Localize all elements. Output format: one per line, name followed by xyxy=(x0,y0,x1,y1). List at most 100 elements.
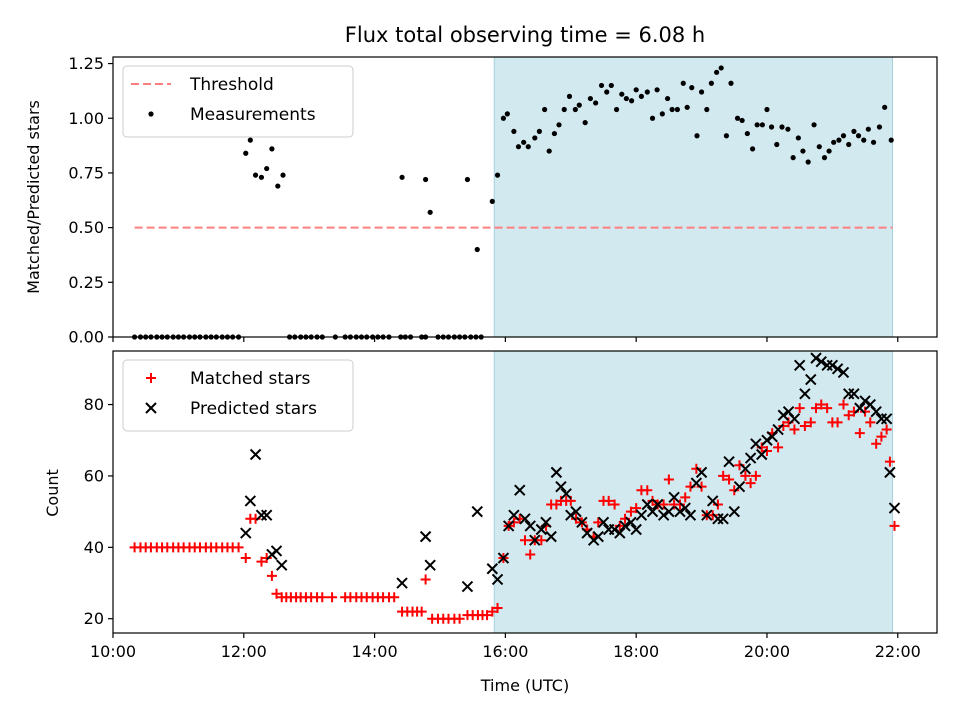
data-point xyxy=(608,82,614,89)
data-point xyxy=(275,183,281,189)
data-point xyxy=(728,505,740,518)
data-point xyxy=(838,399,849,410)
data-point xyxy=(327,592,338,603)
data-point xyxy=(761,445,772,456)
data-point xyxy=(592,530,604,543)
data-point xyxy=(744,452,757,464)
data-point xyxy=(502,520,515,532)
data-point xyxy=(514,484,526,496)
data-point xyxy=(317,592,328,603)
data-point xyxy=(811,403,822,414)
data-point xyxy=(882,104,888,110)
data-point xyxy=(608,523,621,536)
x-tick-label: 12:00 xyxy=(221,642,267,661)
data-point xyxy=(258,174,265,180)
data-point xyxy=(644,89,650,95)
data-point xyxy=(420,574,431,585)
data-point xyxy=(707,510,718,521)
data-point xyxy=(777,409,790,421)
data-point xyxy=(810,352,822,364)
data-point xyxy=(764,106,770,113)
data-point xyxy=(529,534,541,546)
data-point xyxy=(860,406,871,417)
data-point xyxy=(494,172,501,178)
data-point xyxy=(424,559,436,571)
data-point xyxy=(619,520,631,532)
data-point xyxy=(790,155,796,161)
data-point xyxy=(561,106,567,113)
data-point xyxy=(657,509,670,521)
data-point xyxy=(729,485,740,496)
data-point xyxy=(855,133,862,139)
x-tick-label: 14:00 xyxy=(352,642,398,661)
data-point xyxy=(822,403,833,414)
data-point xyxy=(701,509,713,521)
data-point xyxy=(270,545,283,557)
data-point xyxy=(489,198,495,204)
data-point xyxy=(664,95,671,102)
data-point xyxy=(545,530,557,543)
data-point xyxy=(508,517,519,528)
data-point xyxy=(714,69,720,75)
data-point xyxy=(861,137,867,143)
data-point xyxy=(717,513,729,525)
data-point xyxy=(739,117,745,124)
data-point xyxy=(875,413,888,425)
axes-frame xyxy=(112,56,938,338)
data-point xyxy=(524,520,536,532)
data-point xyxy=(876,124,883,130)
data-point xyxy=(679,502,691,514)
bottom-y-axis-label: Count xyxy=(43,469,62,517)
data-point xyxy=(638,93,645,99)
x-axis-label: Time (UTC) xyxy=(480,676,569,695)
data-point xyxy=(826,148,832,154)
data-point xyxy=(491,573,504,586)
data-point xyxy=(587,95,593,102)
data-point xyxy=(754,122,760,128)
data-point xyxy=(723,455,735,468)
data-point xyxy=(768,124,775,130)
data-point xyxy=(876,431,887,442)
data-point xyxy=(696,481,707,492)
data-point xyxy=(260,509,273,521)
data-point xyxy=(609,499,620,510)
data-point xyxy=(482,610,493,621)
data-point xyxy=(708,80,714,86)
data-point xyxy=(597,516,610,529)
data-point xyxy=(555,480,567,493)
data-point xyxy=(712,513,724,525)
data-point xyxy=(750,438,762,450)
data-point xyxy=(805,159,811,165)
data-point xyxy=(532,135,538,141)
data-point xyxy=(271,588,282,599)
data-point xyxy=(706,495,719,507)
data-point xyxy=(816,144,822,150)
x-tick-label: 16:00 xyxy=(482,642,528,661)
data-point xyxy=(633,87,639,93)
data-point xyxy=(628,98,635,104)
data-point xyxy=(542,106,548,113)
data-point xyxy=(740,470,751,481)
data-point xyxy=(795,135,801,141)
data-point xyxy=(551,130,558,137)
data-point xyxy=(793,359,806,371)
legend-label: Measurements xyxy=(190,105,316,125)
data-point xyxy=(800,148,806,154)
observing-window-band xyxy=(493,56,894,338)
data-point xyxy=(684,509,697,521)
data-point xyxy=(576,516,588,529)
data-point xyxy=(684,104,690,110)
data-point xyxy=(582,120,588,126)
data-point xyxy=(773,442,784,453)
legend-label: Threshold xyxy=(189,75,274,95)
data-point xyxy=(497,552,510,564)
y-tick-label: 0.25 xyxy=(68,273,104,292)
chart-title: Flux total observing time = 6.08 h xyxy=(345,23,705,47)
data-point xyxy=(728,80,734,86)
series-matched-stars xyxy=(129,399,900,624)
data-point xyxy=(570,505,582,518)
series-predicted-stars xyxy=(240,352,901,593)
data-point xyxy=(642,485,653,496)
data-point xyxy=(888,137,894,143)
x-tick-label: 22:00 xyxy=(875,642,921,661)
